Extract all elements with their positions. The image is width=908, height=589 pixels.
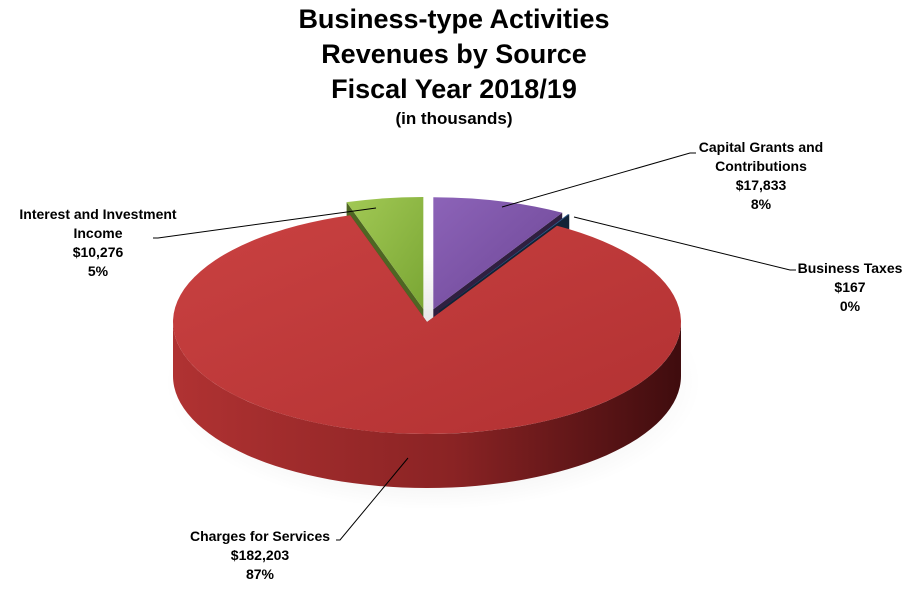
label-capital-grants-percent: 8% — [750, 196, 772, 212]
label-capital-grants: Capital Grants and Contributions $17,833… — [676, 138, 846, 214]
chart-subtitle: (in thousands) — [395, 109, 513, 128]
label-business-taxes-value: $167 — [834, 279, 866, 295]
leader-interest-investment — [153, 207, 377, 239]
leader-business-taxes — [573, 216, 796, 271]
leader-capital-grants — [501, 152, 696, 208]
label-business-taxes-percent: 0% — [839, 298, 861, 314]
leader-charges-for-services — [336, 457, 409, 541]
slice-capital-grants-top — [433, 197, 563, 310]
label-charges-for-services: Charges for Services $182,203 87% — [160, 527, 360, 584]
leader-lines — [153, 152, 796, 541]
label-business-taxes: Business Taxes $167 0% — [780, 259, 908, 316]
label-interest-name-1: Interest and Investment — [19, 206, 177, 222]
slice-charges-for-services-top — [173, 215, 682, 434]
label-interest-percent: 5% — [87, 263, 109, 279]
title-line-3: Fiscal Year 2018/19 — [331, 74, 577, 104]
chart-title: Business-type Activities Revenues by Sou… — [0, 2, 908, 131]
slice-charges-for-services — [173, 215, 682, 488]
label-capital-grants-value: $17,833 — [735, 177, 787, 193]
slice-charges-for-services-side — [173, 322, 681, 488]
label-business-taxes-name: Business Taxes — [797, 260, 903, 276]
slice-business-taxes-top — [439, 214, 570, 311]
label-interest-name-2: Income — [73, 225, 123, 241]
label-interest-value: $10,276 — [72, 244, 124, 260]
label-charges-value: $182,203 — [230, 547, 290, 563]
title-line-2: Revenues by Source — [321, 39, 587, 69]
label-capital-grants-name-2: Contributions — [715, 158, 807, 174]
title-line-1: Business-type Activities — [298, 4, 610, 34]
label-charges-percent: 87% — [245, 566, 275, 582]
slice-interest-investment-top — [346, 196, 424, 309]
label-interest-investment: Interest and Investment Income $10,276 5… — [10, 205, 186, 281]
label-capital-grants-name-1: Capital Grants and — [698, 139, 824, 155]
label-charges-name: Charges for Services — [189, 528, 331, 544]
